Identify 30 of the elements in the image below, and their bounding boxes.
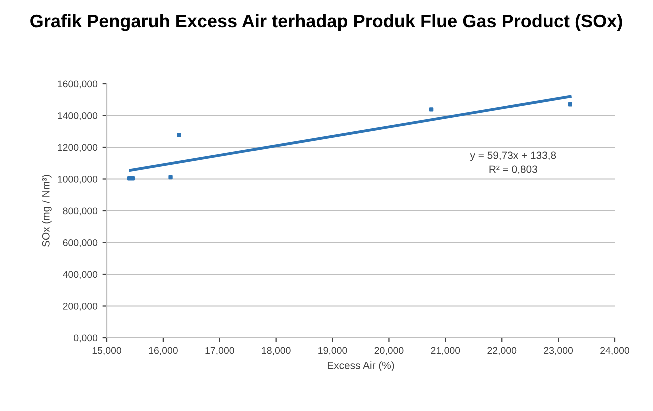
chart-title: Grafik Pengaruh Excess Air terhadap Produk Flue Gas Product (SOx)	[30, 14, 622, 32]
x-tick-label: 15,000	[92, 347, 122, 356]
x-tick-label: 22,000	[488, 347, 517, 356]
x-tick-label: 19,000	[318, 347, 348, 356]
y-tick-label: 400,000	[63, 271, 98, 280]
annotation: y = 59,73x + 133,8	[470, 152, 556, 162]
point	[127, 176, 132, 181]
x-tick-label: 16,000	[149, 347, 178, 356]
point	[168, 175, 173, 180]
point	[177, 133, 182, 138]
y-axis-title: SOx (mg / Nm³)	[42, 175, 52, 247]
y-tick-label: 1200,000	[58, 144, 98, 152]
x-tick-label: 23,000	[544, 347, 574, 356]
annotation: R² = 0,803	[490, 166, 538, 174]
y-tick-label: 600,000	[63, 239, 98, 248]
point	[130, 176, 136, 181]
y-tick-label: 1000,000	[58, 176, 98, 184]
y-tick-label: 200,000	[63, 302, 98, 312]
x-tick-label: 24,000	[600, 347, 630, 356]
x-tick-label: 18,000	[262, 347, 291, 356]
x-axis-title: Excess Air (%)	[328, 362, 394, 372]
y-tick-label: 800,000	[63, 208, 98, 216]
x-tick-label: 20,000	[374, 347, 404, 356]
x-tick-label: 21,000	[431, 347, 460, 356]
x-tick-label: 17,000	[206, 347, 234, 356]
y-tick-label: 0,000	[74, 334, 98, 343]
y-tick-label: 1600,000	[58, 80, 98, 89]
point	[568, 102, 572, 107]
y-tick-label: 1400,000	[58, 112, 98, 121]
point	[429, 108, 434, 112]
